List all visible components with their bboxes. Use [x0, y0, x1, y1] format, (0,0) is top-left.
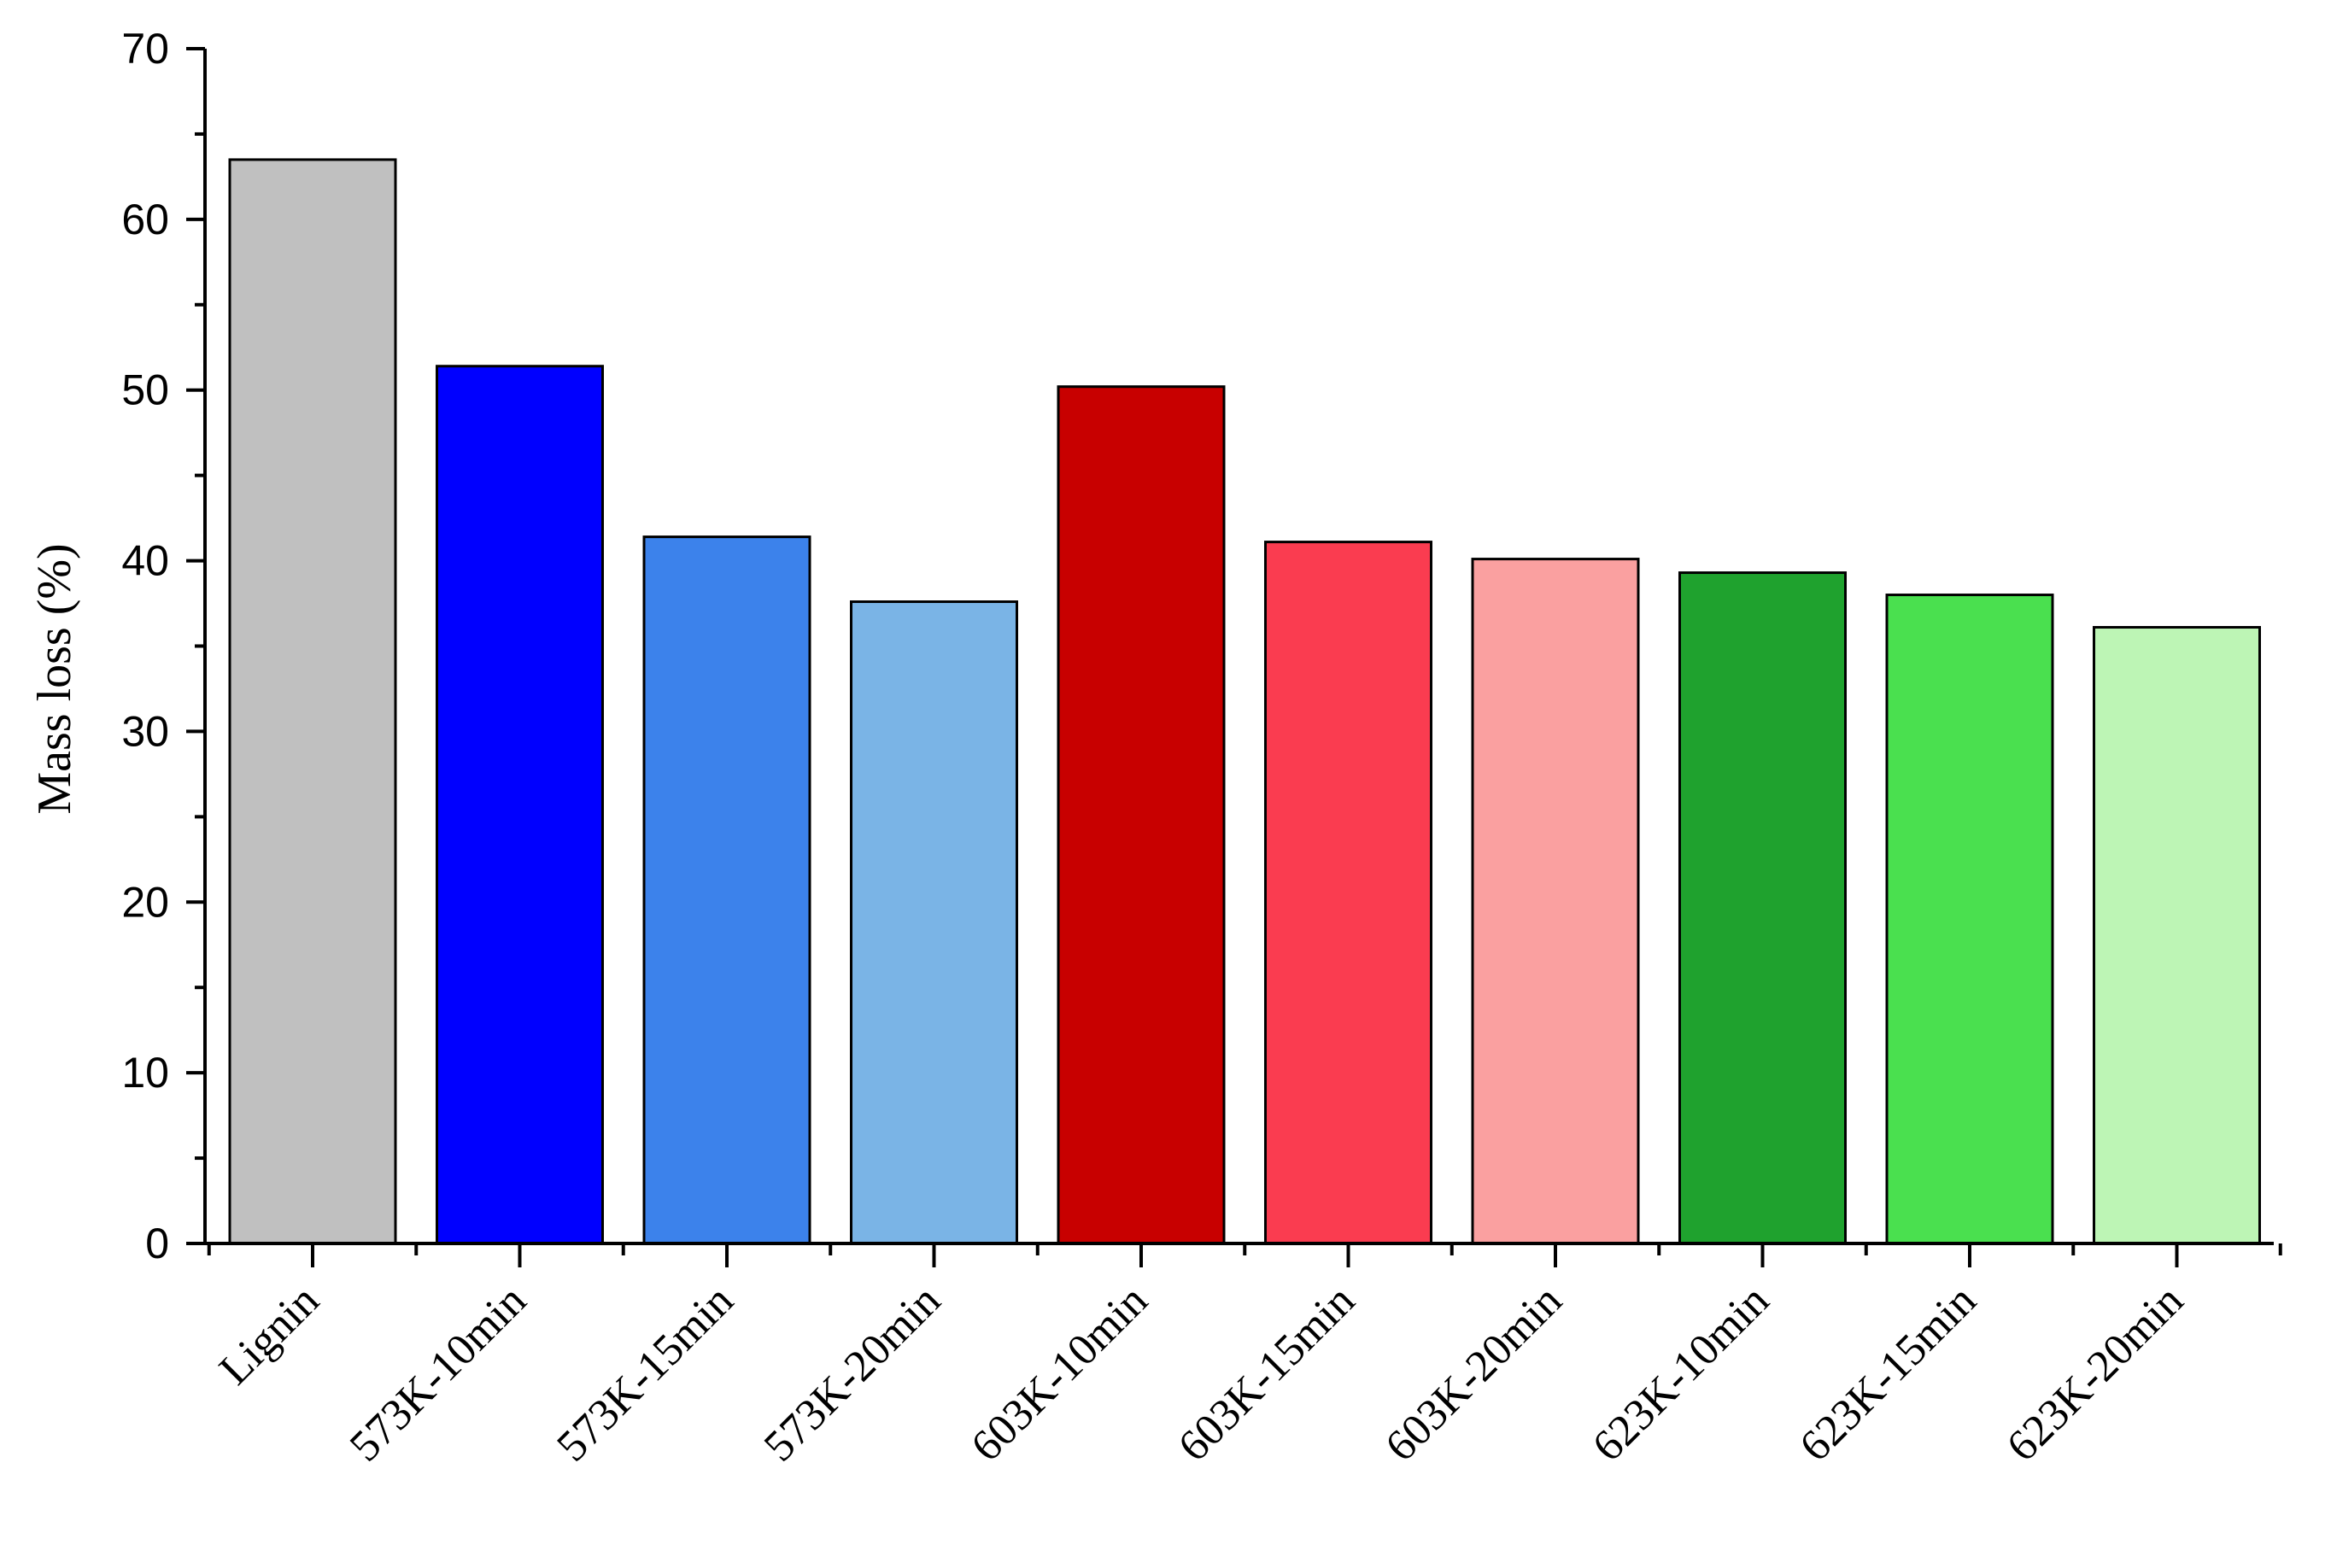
x-tick-label: 603K-10min	[962, 1276, 1157, 1471]
bar-603k-15min	[1264, 541, 1432, 1245]
x-tick-label: Lignin	[210, 1276, 328, 1394]
y-tick-label: 60	[121, 196, 169, 243]
x-tick-label: 623K-15min	[1790, 1276, 1985, 1471]
bar-573k-20min	[850, 600, 1018, 1245]
y-tick-label: 30	[121, 707, 169, 755]
bar-lignin	[228, 158, 397, 1245]
x-axis-ticks: Lignin 573K-10min 573K-15min 573K-20min 603K…	[207, 1243, 2282, 1471]
y-tick-label: 10	[121, 1049, 169, 1097]
bar-573k-10min	[436, 365, 604, 1245]
y-tick-label: 70	[121, 25, 169, 73]
y-axis-title: Mass loss (%)	[28, 543, 81, 814]
bar-573k-15min	[642, 535, 811, 1245]
bar-623k-15min	[1885, 594, 2054, 1245]
x-tick-label: 623K-20min	[1998, 1276, 2193, 1471]
x-tick-label: 603K-15min	[1169, 1276, 1364, 1471]
y-tick-label: 40	[121, 537, 169, 585]
x-tick-label: 573K-10min	[341, 1276, 536, 1471]
bar-623k-20min	[2093, 626, 2261, 1245]
bar-603k-10min	[1057, 385, 1226, 1245]
x-tick-label: 573K-20min	[755, 1276, 950, 1471]
x-tick-label: 573K-15min	[548, 1276, 742, 1471]
x-tick-label: 603K-20min	[1376, 1276, 1571, 1471]
y-tick-label: 50	[121, 366, 169, 414]
bar-603k-20min	[1471, 558, 1640, 1245]
y-tick-label: 0	[145, 1220, 169, 1267]
bar-623k-10min	[1678, 571, 1847, 1245]
y-axis-ticks: 0 10 20 30 40 50 60 70	[121, 25, 205, 1267]
y-tick-label: 20	[121, 878, 169, 926]
x-tick-label: 623K-10min	[1584, 1276, 1778, 1471]
bars-layer	[228, 158, 2261, 1245]
